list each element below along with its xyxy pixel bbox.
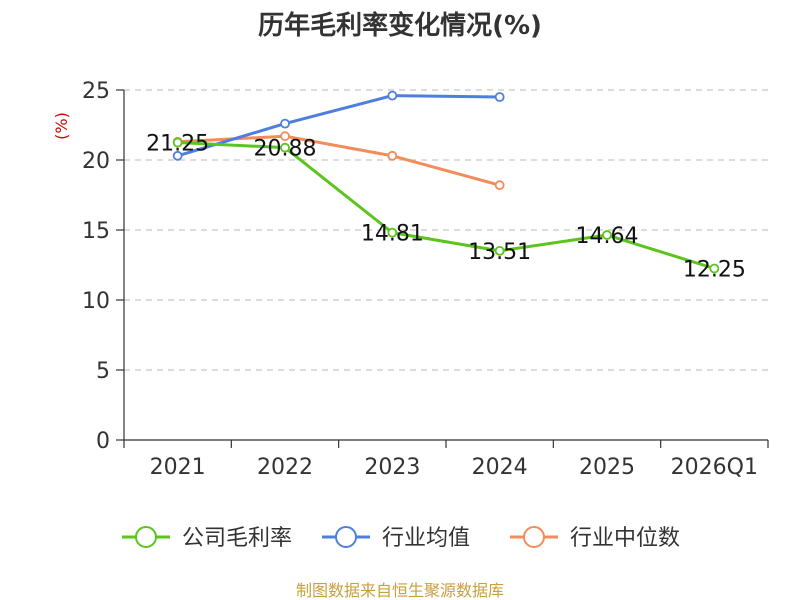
legend-label: 行业均值 [382, 526, 470, 551]
legend[interactable]: 公司毛利率 行业均值 行业中位数 [122, 526, 680, 551]
y-tick-label: 0 [96, 429, 110, 454]
legend-marker-1 [335, 526, 357, 548]
data-point-s1-2 [387, 90, 398, 101]
x-tick-label: 2021 [150, 455, 206, 480]
data-labels: 21.25 20.88 14.81 13.51 14.64 12.25 [146, 132, 746, 283]
data-point-s0-1 [280, 142, 290, 153]
y-tick-label: 15 [82, 219, 110, 244]
data-label: 13.51 [468, 240, 531, 265]
data-point-s0-4 [602, 230, 612, 240]
series-line-1 [177, 94, 500, 158]
data-point-s2-1 [280, 131, 290, 142]
legend-marker-0 [135, 526, 157, 548]
data-label: 12.25 [683, 258, 746, 283]
data-point-s0-0 [172, 137, 183, 148]
x-tick-label: 2024 [472, 455, 528, 480]
x-tick-label: 2022 [257, 455, 313, 480]
legend-marker-2 [523, 526, 545, 548]
y-tick-label: 10 [82, 289, 110, 314]
data-point-s1-0 [172, 150, 183, 161]
y-tick-label: 20 [82, 149, 110, 174]
data-label: 20.88 [254, 137, 317, 162]
source-note: 制图数据来自恒生聚源数据库 [296, 581, 504, 600]
data-point-s1-1 [280, 118, 290, 129]
series-line-0 [177, 141, 715, 270]
y-axis-unit: (%) [52, 112, 71, 140]
series-lines [172, 90, 720, 274]
data-point-s2-2 [387, 150, 398, 161]
grid-lines [124, 89, 768, 371]
data-point-s0-5 [709, 263, 720, 274]
x-tick-label: 2025 [579, 455, 635, 480]
data-label: 14.81 [361, 222, 424, 247]
data-point-s1-3 [494, 92, 505, 102]
legend-label: 公司毛利率 [182, 526, 292, 551]
chart-title: 历年毛利率变化情况(%) [258, 10, 542, 41]
data-label: 21.25 [146, 132, 209, 157]
data-point-s0-3 [494, 245, 505, 256]
x-tick-label: 2023 [364, 455, 420, 480]
x-tick-label: 2026Q1 [671, 455, 758, 480]
y-tick-label: 25 [82, 79, 110, 104]
data-label: 14.64 [576, 224, 639, 249]
legend-label: 行业中位数 [570, 526, 680, 551]
data-point-s0-2 [387, 227, 398, 238]
data-point-s2-3 [494, 180, 505, 191]
y-tick-label: 5 [96, 359, 110, 384]
